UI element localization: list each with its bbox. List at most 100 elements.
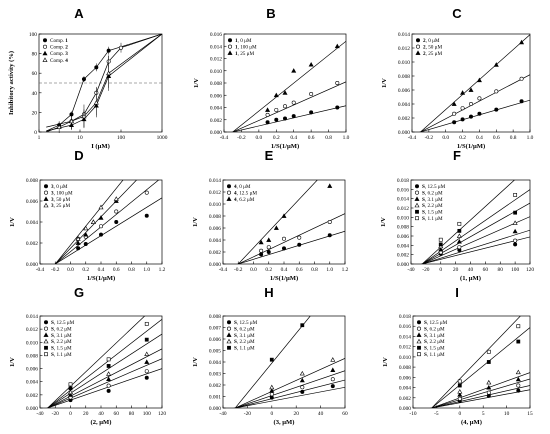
y-tick-label: 0.002 xyxy=(399,396,411,402)
data-point xyxy=(259,248,264,253)
legend-marker xyxy=(227,345,231,350)
series-fit-line xyxy=(233,386,345,408)
x-tick-label: -40 xyxy=(219,411,226,417)
legend-marker xyxy=(415,209,419,214)
data-point xyxy=(438,246,444,252)
data-point xyxy=(274,117,279,122)
x-axis-label: 1/S(1/μM) xyxy=(87,275,115,282)
legend-conc: , 3.1 μM xyxy=(54,333,72,339)
series-fit-line xyxy=(234,358,345,408)
data-point xyxy=(106,371,112,376)
x-axis-label: (3, μM) xyxy=(274,419,295,426)
data-point xyxy=(83,231,89,237)
legend-label: S, 6.2 μM xyxy=(422,190,443,196)
y-tick-label: 0.010 xyxy=(210,69,222,75)
legend-marker xyxy=(43,202,49,208)
y-tick-label: 0.005 xyxy=(209,349,221,355)
panel-a: A 1 10 100 1000 0 20 40 60 80 100 I (μM) Inhibitory … xyxy=(8,6,168,150)
series-fit-line xyxy=(431,316,521,408)
data-point xyxy=(106,48,111,53)
x-tick-label: 0.0 xyxy=(67,267,74,273)
x-tick-label: -0.2 xyxy=(234,267,243,273)
legend-marker xyxy=(44,352,48,357)
legend-conc: , 6.2 μM xyxy=(237,326,255,332)
data-point xyxy=(98,215,104,220)
x-tick-label: 0.6 xyxy=(493,135,500,141)
legend-label: S, 1.5 μM xyxy=(422,210,443,216)
data-point xyxy=(335,81,340,86)
data-point xyxy=(456,238,462,244)
y-tick-label: 0.008 xyxy=(399,365,411,371)
data-point xyxy=(513,193,518,197)
legend-label: Comp. 3 xyxy=(50,51,68,57)
legend-marker xyxy=(227,184,232,189)
legend-label: 2, 50 μM xyxy=(423,44,442,50)
y-tick-label: 0.010 xyxy=(209,202,221,208)
data-point xyxy=(119,45,124,50)
y-tick-label: 20 xyxy=(32,110,38,116)
y-tick-label: 0.014 xyxy=(26,314,38,320)
legend-marker xyxy=(414,196,420,201)
data-point xyxy=(512,220,518,225)
y-tick-label: 0.012 xyxy=(26,327,38,333)
y-tick-label: 0.003 xyxy=(209,372,221,378)
legend-label: Comp. 2 xyxy=(50,45,68,51)
data-point xyxy=(468,102,473,107)
legend: 3, 0 μM3, 100 μM3, 50 μM3, 25 μM xyxy=(43,184,73,209)
y-tick-label: 0.004 xyxy=(397,243,409,249)
y-tick-label: 0.002 xyxy=(209,250,221,256)
data-point xyxy=(297,242,302,247)
data-point xyxy=(67,392,74,397)
y-tick-label: 0.014 xyxy=(399,334,411,340)
series-fit-line xyxy=(421,202,530,264)
legend-substrate: S xyxy=(422,197,425,203)
legend-conc: , 2.2 μM xyxy=(54,339,72,345)
legend-conc: , 0 μM xyxy=(237,184,251,190)
x-tick-label: 0 xyxy=(458,411,461,417)
x-tick-label: 0 xyxy=(69,411,72,417)
panel-letter: G xyxy=(74,285,84,300)
data-point xyxy=(519,99,524,104)
x-tick-label: 100 xyxy=(143,411,151,417)
y-tick-label: 0.001 xyxy=(209,395,221,401)
data-point xyxy=(282,104,287,109)
y-tick-label: 0.008 xyxy=(398,74,410,80)
series-fit-line xyxy=(419,34,530,132)
data-point xyxy=(476,77,482,83)
legend-conc: , 2.2 μM xyxy=(427,339,445,345)
y-tick-label: 0.000 xyxy=(397,262,409,268)
series-fit-line xyxy=(421,216,530,264)
y-tick-label: 0.012 xyxy=(398,46,410,52)
data-point xyxy=(99,232,104,237)
legend-conc: , 0 μM xyxy=(238,38,252,44)
legend-substrate: S xyxy=(422,210,425,216)
legend-compound: 2 xyxy=(65,45,68,51)
data-point xyxy=(457,396,462,401)
y-axis-label: 1/V xyxy=(193,78,200,88)
data-point xyxy=(512,228,518,234)
data-point xyxy=(452,120,457,125)
data-point xyxy=(330,367,336,372)
legend-substrate: S xyxy=(51,346,54,352)
data-point xyxy=(68,118,74,124)
panel-i: I -10 -5 0 5 10 15 0.000 0.002 0.004 0.006 0.008 0.0… xyxy=(382,285,533,426)
data-point xyxy=(486,384,492,390)
data-point xyxy=(468,114,473,119)
data-point xyxy=(106,383,111,388)
data-point xyxy=(274,107,279,112)
data-point xyxy=(457,383,462,388)
data-point xyxy=(330,357,336,362)
legend-label: 1, 25 μM xyxy=(235,51,254,57)
legend-marker xyxy=(43,338,49,344)
legend-substrate: S xyxy=(424,333,427,339)
legend-label: S, 1.1 μM xyxy=(424,352,445,358)
plot-area xyxy=(46,316,162,408)
x-tick-label: 0.0 xyxy=(250,267,257,273)
legend-conc: , 1.1 μM xyxy=(237,346,255,352)
panel-letter: D xyxy=(74,148,83,163)
legend-marker xyxy=(42,57,48,62)
y-axis-label: 1/V xyxy=(192,217,199,227)
y-tick-label: 0.006 xyxy=(209,337,221,343)
legend-conc: , 1.1 μM xyxy=(54,352,72,358)
x-tick-label: 0 xyxy=(270,411,273,417)
